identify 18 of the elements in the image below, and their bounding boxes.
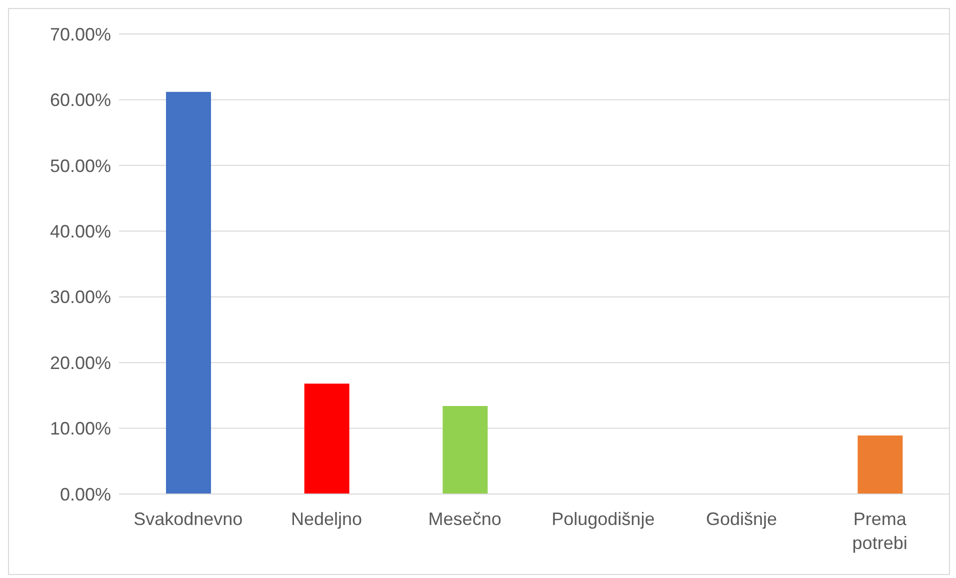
y-tick-label: 0.00% xyxy=(60,484,111,504)
y-tick-label: 70.00% xyxy=(50,24,111,44)
bar xyxy=(442,406,488,494)
x-tick-label: Polugodišnje xyxy=(552,508,655,529)
x-tick-label: Nedeljno xyxy=(290,508,362,529)
y-tick-label: 20.00% xyxy=(50,352,111,373)
x-tick-label: Svakodnevno xyxy=(134,508,243,529)
x-tick-label: Godišnje xyxy=(706,508,778,529)
bar xyxy=(166,92,211,494)
y-tick-label: 30.00% xyxy=(50,287,111,308)
y-tick-label: 10.00% xyxy=(50,418,111,439)
bar xyxy=(858,436,903,494)
x-tick-label: Mesečno xyxy=(428,508,502,529)
y-tick-label: 40.00% xyxy=(50,222,111,242)
bar xyxy=(304,384,350,494)
y-tick-label: 50.00% xyxy=(50,156,111,176)
y-tick-label: 60.00% xyxy=(50,90,111,110)
x-tick-label: Prema potrebi xyxy=(852,508,908,553)
